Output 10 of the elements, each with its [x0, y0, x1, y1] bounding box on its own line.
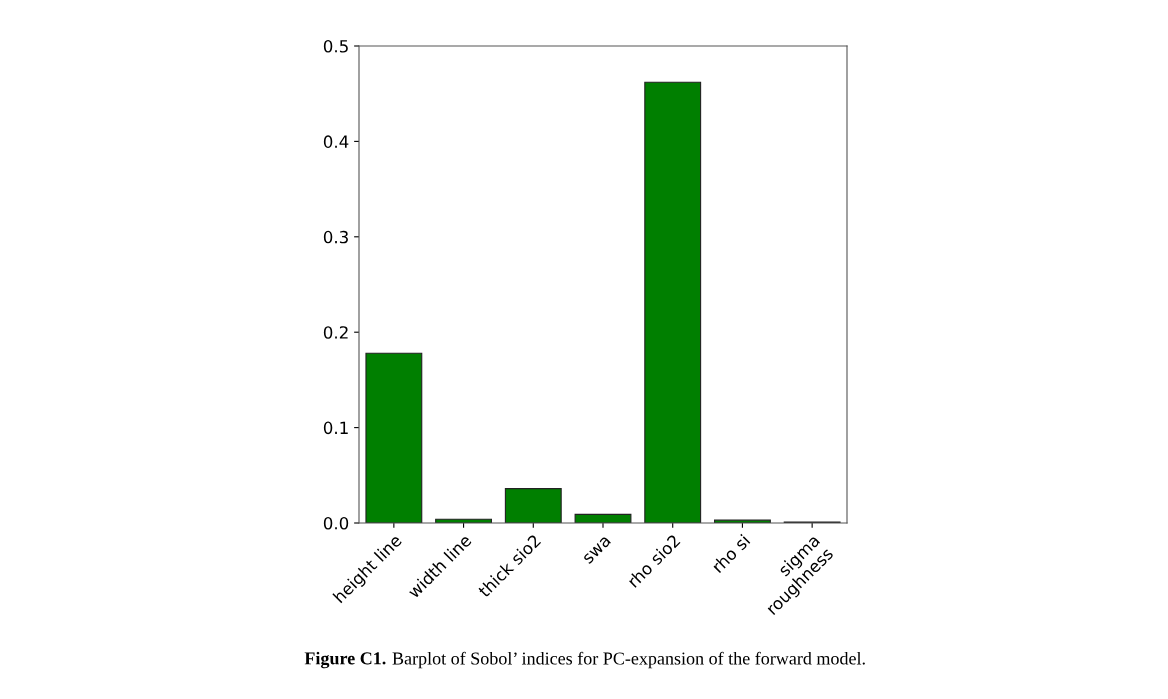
- y-tick-label: 0.1: [323, 421, 348, 435]
- x-tick-label: rho si: [711, 533, 751, 574]
- y-tick-label: 0.0: [323, 516, 349, 530]
- y-tick-label: 0.2: [323, 326, 348, 339]
- caption: Figure C1.: [304, 651, 386, 669]
- y-tick-label: 0.4: [323, 135, 349, 148]
- text: Barplot of Sobol’ indices for PC-expansion of the forward model.: [392, 651, 865, 669]
- y-tick-label: 0.5: [323, 39, 348, 53]
- y-tick-label: 0.3: [323, 230, 348, 244]
- x-tick-label: swa: [582, 536, 612, 565]
